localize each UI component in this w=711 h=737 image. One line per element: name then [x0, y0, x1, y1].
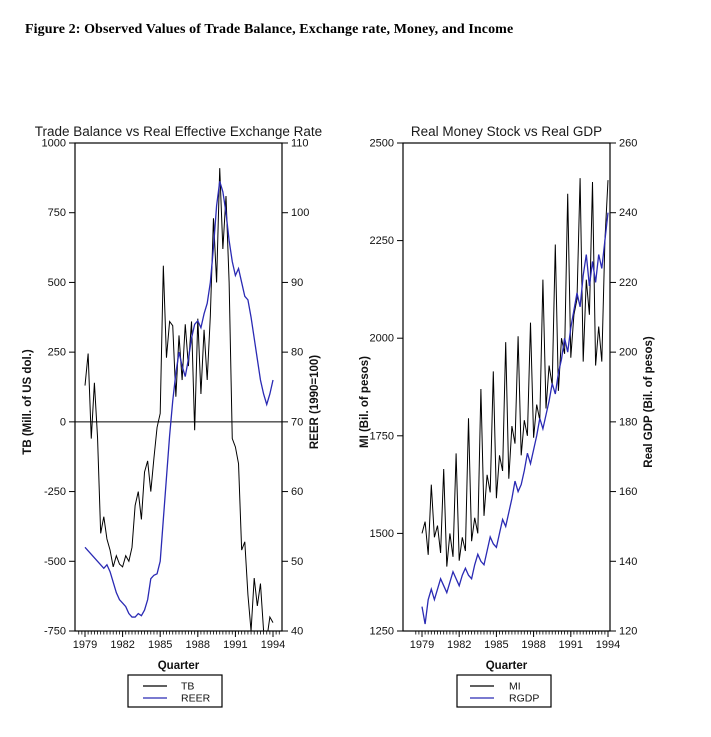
- y-right-tick-label: 160: [619, 486, 637, 498]
- x-tick-label: 1979: [410, 639, 434, 651]
- x-axis-title: Quarter: [486, 660, 528, 672]
- y-right-tick-label: 50: [291, 556, 303, 568]
- y-left-tick-label: -500: [44, 556, 66, 568]
- x-tick-label: 1994: [261, 639, 285, 651]
- x-tick-label: 1985: [484, 639, 508, 651]
- y-left-tick-label: 2250: [370, 235, 394, 247]
- plot-frame: [402, 142, 611, 632]
- legend-label-RGDP: RGDP: [509, 693, 539, 705]
- chart-title: Trade Balance vs Real Effective Exchange…: [35, 124, 322, 139]
- plot-frame: [74, 142, 283, 632]
- money-stock-rgdp-chart: 1979 1982 1985 1988 1991 1994 1250 1500 1750 2000…: [359, 124, 655, 708]
- axes: [69, 142, 288, 637]
- y-right-tick-label: 40: [291, 626, 303, 638]
- x-tick-label: 1988: [521, 639, 545, 651]
- x-tick-label: 1991: [559, 639, 583, 651]
- x-tick-label: 1988: [186, 639, 210, 651]
- y-right-axis-title: Real GDP (Bil. of pesos): [643, 336, 655, 468]
- y-right-tick-label: 240: [619, 207, 637, 219]
- legend-box: [127, 674, 223, 708]
- figure-caption: Figure 2: Observed Values of Trade Balan…: [25, 22, 514, 37]
- y-left-axis-title: MI (Bil. of pesos): [359, 356, 371, 448]
- y-right-tick-label: 80: [291, 347, 303, 359]
- y-right-tick-label: 220: [619, 277, 637, 289]
- series-line-TB: [84, 168, 274, 631]
- y-right-axis-title: REER (1990=100): [309, 355, 321, 449]
- series-line-MI: [421, 178, 609, 567]
- y-right-tick-label: 90: [291, 277, 303, 289]
- x-tick-label: 1994: [596, 639, 620, 651]
- y-left-tick-label: 1500: [370, 528, 394, 540]
- x-tick-label: 1982: [110, 639, 134, 651]
- y-right-tick-label: 200: [619, 347, 637, 359]
- y-left-axis-title: TB (Mill. of US dol.): [22, 349, 34, 455]
- legend-label-REER: REER: [181, 693, 211, 705]
- legend-box: [456, 674, 552, 708]
- y-right-tick-label: 180: [619, 416, 637, 428]
- y-left-tick-label: 2000: [370, 333, 394, 345]
- trade-balance-reer-chart: 1979 1982 1985 1988 1991 1994 -750 -500 -250 0 250…: [22, 124, 322, 708]
- x-tick-label: 1982: [447, 639, 471, 651]
- y-left-tick-label: -250: [44, 486, 66, 498]
- y-right-tick-label: 100: [291, 207, 309, 219]
- y-left-tick-label: 500: [48, 277, 66, 289]
- legend-label-MI: MI: [509, 681, 521, 693]
- y-right-tick-label: 60: [291, 486, 303, 498]
- y-left-tick-label: 2500: [370, 138, 394, 150]
- y-right-tick-label: 260: [619, 138, 637, 150]
- y-left-tick-label: -750: [44, 626, 66, 638]
- y-left-tick-label: 1000: [42, 138, 66, 150]
- y-right-tick-label: 120: [619, 626, 637, 638]
- series-line-REER: [84, 181, 274, 618]
- x-axis-title: Quarter: [158, 660, 200, 672]
- y-left-tick-label: 1250: [370, 626, 394, 638]
- y-left-tick-label: 250: [48, 347, 66, 359]
- x-tick-label: 1985: [148, 639, 172, 651]
- y-left-tick-label: 0: [60, 416, 66, 428]
- y-right-tick-label: 110: [291, 138, 309, 150]
- y-right-tick-label: 140: [619, 556, 637, 568]
- chart-title: Real Money Stock vs Real GDP: [411, 124, 602, 139]
- x-tick-label: 1979: [73, 639, 97, 651]
- legend-label-TB: TB: [181, 681, 194, 693]
- x-tick-label: 1991: [223, 639, 247, 651]
- y-left-tick-label: 750: [48, 207, 66, 219]
- y-right-tick-label: 70: [291, 416, 303, 428]
- series-line-RGDP: [421, 212, 609, 625]
- y-left-tick-label: 1750: [370, 430, 394, 442]
